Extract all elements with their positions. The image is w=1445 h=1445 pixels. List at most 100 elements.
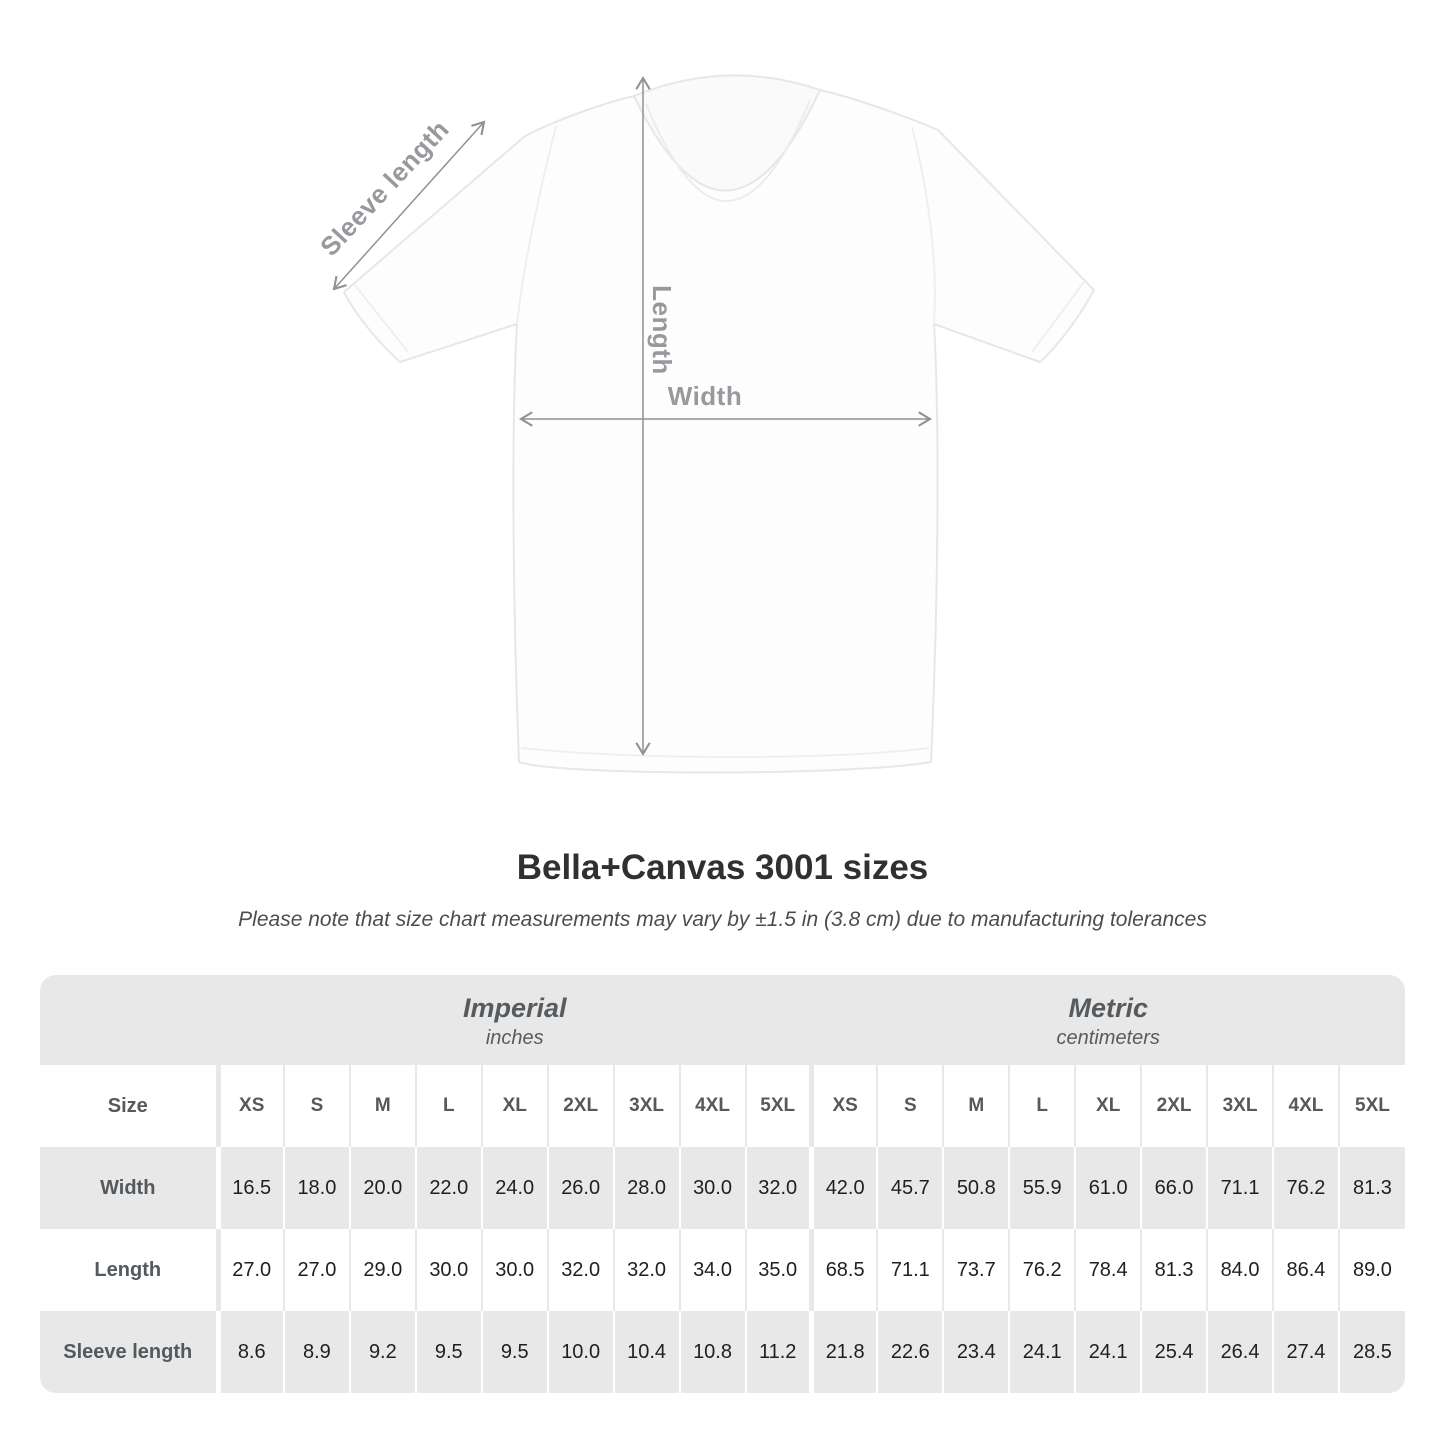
tshirt-right-sleeve-seam bbox=[911, 126, 936, 325]
size-col-header: 4XL bbox=[1272, 1065, 1339, 1147]
measurement-row: Length 27.0 27.0 29.0 30.0 30.0 32.0 32.0 34.0 35… bbox=[40, 1229, 1405, 1311]
size-col-header: 2XL bbox=[546, 1065, 614, 1147]
measurement-value: 32.0 bbox=[612, 1229, 680, 1311]
size-col-header: 3XL bbox=[1206, 1065, 1273, 1147]
measurement-value: 84.0 bbox=[1206, 1229, 1273, 1311]
tolerance-note: Please note that size chart measurements… bbox=[238, 908, 1207, 931]
size-row-label: Size bbox=[40, 1065, 218, 1147]
measurement-value: 81.3 bbox=[1337, 1147, 1405, 1229]
measurement-value: 9.2 bbox=[348, 1311, 416, 1393]
measurement-value: 45.7 bbox=[876, 1147, 944, 1229]
measurement-value: 8.9 bbox=[282, 1311, 350, 1393]
measurement-value: 26.0 bbox=[546, 1147, 614, 1229]
measurement-value: 16.5 bbox=[215, 1147, 284, 1229]
measurement-value: 61.0 bbox=[1074, 1147, 1142, 1229]
measurement-value: 27.4 bbox=[1272, 1311, 1339, 1393]
measurement-row-label: Length bbox=[40, 1229, 218, 1311]
measurement-value: 9.5 bbox=[480, 1311, 548, 1393]
measurement-value: 10.4 bbox=[612, 1311, 680, 1393]
unit-group-name: Imperial bbox=[462, 992, 567, 1023]
measurement-value: 55.9 bbox=[1008, 1147, 1076, 1229]
measurement-value: 23.4 bbox=[942, 1311, 1010, 1393]
measurement-value: 30.0 bbox=[480, 1229, 548, 1311]
tshirt-left-sleeve-seam bbox=[516, 125, 557, 325]
measurement-value: 21.8 bbox=[808, 1311, 878, 1393]
measurement-value: 28.5 bbox=[1337, 1311, 1405, 1393]
measurement-value: 34.0 bbox=[678, 1229, 746, 1311]
measurement-row-label: Width bbox=[40, 1147, 218, 1229]
measurement-value: 89.0 bbox=[1337, 1229, 1405, 1311]
measurement-value: 78.4 bbox=[1074, 1229, 1142, 1311]
measurement-value: 66.0 bbox=[1140, 1147, 1208, 1229]
unit-group-name: Metric bbox=[1068, 992, 1148, 1023]
measurement-value: 30.0 bbox=[678, 1147, 746, 1229]
size-col-header: S bbox=[876, 1065, 944, 1147]
measurement-value: 11.2 bbox=[744, 1311, 812, 1393]
tshirt-hem-seam bbox=[520, 747, 930, 758]
length-arrow-label: Length bbox=[647, 285, 677, 375]
measurement-value: 25.4 bbox=[1140, 1311, 1208, 1393]
page-title: Bella+Canvas 3001 sizes bbox=[516, 848, 929, 887]
unit-group-unit: centimeters bbox=[1056, 1027, 1160, 1050]
sleeve-length-arrow bbox=[332, 120, 486, 291]
size-col-header: XS bbox=[808, 1065, 878, 1147]
size-col-header: 5XL bbox=[1337, 1065, 1405, 1147]
measurement-value: 24.0 bbox=[480, 1147, 548, 1229]
measurement-value: 22.6 bbox=[876, 1311, 944, 1393]
measurement-value: 35.0 bbox=[744, 1229, 812, 1311]
size-col-header: L bbox=[1008, 1065, 1076, 1147]
size-col-header: XL bbox=[1074, 1065, 1142, 1147]
measurement-row: Sleeve length 8.6 8.9 9.2 9.5 9.5 10.0 10.4 10.8… bbox=[40, 1311, 1405, 1393]
tshirt-diagram-svg: Sleeve length Length Width bbox=[314, 74, 1095, 774]
measurement-value: 20.0 bbox=[348, 1147, 416, 1229]
size-col-header: 3XL bbox=[612, 1065, 680, 1147]
size-table-container: Imperial inches Metric centimeters Size XS S M L… bbox=[40, 975, 1405, 1393]
measurement-value: 28.0 bbox=[612, 1147, 680, 1229]
unit-group-header: Imperial inches bbox=[218, 975, 812, 1065]
measurement-value: 10.8 bbox=[678, 1311, 746, 1393]
measurement-value: 81.3 bbox=[1140, 1229, 1208, 1311]
tshirt-outline bbox=[343, 89, 1095, 774]
measurement-value: 29.0 bbox=[348, 1229, 416, 1311]
measurement-value: 27.0 bbox=[282, 1229, 350, 1311]
size-col-header: M bbox=[348, 1065, 416, 1147]
size-col-header: 4XL bbox=[678, 1065, 746, 1147]
size-col-header: S bbox=[282, 1065, 350, 1147]
unit-group-unit: inches bbox=[485, 1027, 544, 1050]
size-col-header: 5XL bbox=[744, 1065, 812, 1147]
size-table: Imperial inches Metric centimeters Size XS S M L… bbox=[40, 975, 1405, 1393]
size-col-header: 2XL bbox=[1140, 1065, 1208, 1147]
measurement-value: 27.0 bbox=[215, 1229, 284, 1311]
measurement-value: 32.0 bbox=[546, 1229, 614, 1311]
measurement-value: 76.2 bbox=[1008, 1229, 1076, 1311]
tshirt-left-cuff-seam bbox=[353, 283, 409, 353]
measurement-value: 26.4 bbox=[1206, 1311, 1273, 1393]
tshirt-right-cuff-seam bbox=[1031, 281, 1085, 353]
width-arrow-label: Width bbox=[668, 381, 742, 411]
measurement-value: 42.0 bbox=[808, 1147, 878, 1229]
measurement-value: 86.4 bbox=[1272, 1229, 1339, 1311]
measurement-value: 76.2 bbox=[1272, 1147, 1339, 1229]
measurement-value: 73.7 bbox=[942, 1229, 1010, 1311]
tshirt-collar bbox=[632, 74, 822, 192]
measurement-row: Width 16.5 18.0 20.0 22.0 24.0 26.0 28.0 30.0 32.… bbox=[40, 1147, 1405, 1229]
measurement-value: 18.0 bbox=[282, 1147, 350, 1229]
tshirt-collar-inner-seam bbox=[645, 99, 811, 202]
measurement-value: 22.0 bbox=[414, 1147, 482, 1229]
size-col-header: M bbox=[942, 1065, 1010, 1147]
measurement-value: 71.1 bbox=[1206, 1147, 1273, 1229]
size-col-header: XS bbox=[215, 1065, 284, 1147]
measurement-value: 68.5 bbox=[808, 1229, 878, 1311]
measurement-value: 10.0 bbox=[546, 1311, 614, 1393]
unit-group-header: Metric centimeters bbox=[811, 975, 1405, 1065]
measurement-value: 50.8 bbox=[942, 1147, 1010, 1229]
measurement-value: 24.1 bbox=[1008, 1311, 1076, 1393]
unit-group-header-row: Imperial inches Metric centimeters bbox=[40, 975, 1405, 1065]
size-col-header: L bbox=[414, 1065, 482, 1147]
measurement-value: 32.0 bbox=[744, 1147, 812, 1229]
table-corner-cell bbox=[40, 975, 218, 1065]
measurement-row-label: Sleeve length bbox=[40, 1311, 218, 1393]
measurement-value: 8.6 bbox=[215, 1311, 284, 1393]
measurement-value: 9.5 bbox=[414, 1311, 482, 1393]
size-header-row: Size XS S M L XL 2XL 3XL 4XL 5XL XS S M L XL 2XL 3XL 4XL 5… bbox=[40, 1065, 1405, 1147]
